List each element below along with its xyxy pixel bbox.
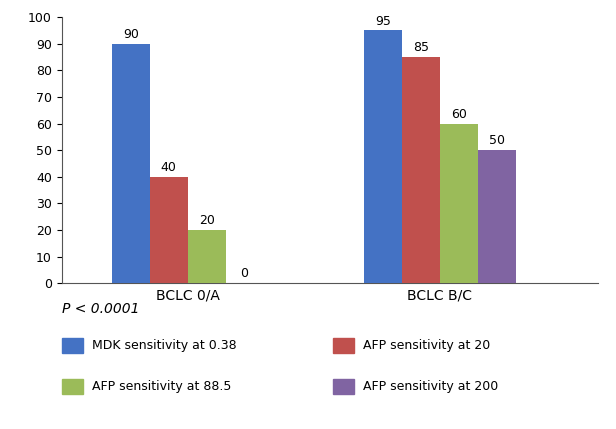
Text: 60: 60: [451, 108, 467, 121]
Text: P < 0.0001: P < 0.0001: [62, 302, 139, 317]
Bar: [478, 150, 516, 283]
Text: 85: 85: [413, 41, 429, 54]
Text: 95: 95: [375, 15, 391, 28]
Text: AFP sensitivity at 200: AFP sensitivity at 200: [363, 380, 499, 393]
Text: 90: 90: [123, 28, 139, 41]
Text: 50: 50: [488, 134, 505, 148]
Text: 20: 20: [199, 214, 214, 227]
Text: 40: 40: [161, 161, 177, 174]
Bar: [440, 124, 478, 283]
Text: MDK sensitivity at 0.38: MDK sensitivity at 0.38: [92, 339, 237, 352]
Text: AFP sensitivity at 88.5: AFP sensitivity at 88.5: [92, 380, 232, 393]
Bar: [364, 30, 402, 283]
Text: 0: 0: [240, 267, 248, 281]
Bar: [112, 44, 150, 283]
Bar: [150, 177, 188, 283]
Bar: [402, 57, 440, 283]
Bar: [188, 230, 225, 283]
Text: AFP sensitivity at 20: AFP sensitivity at 20: [363, 339, 491, 352]
